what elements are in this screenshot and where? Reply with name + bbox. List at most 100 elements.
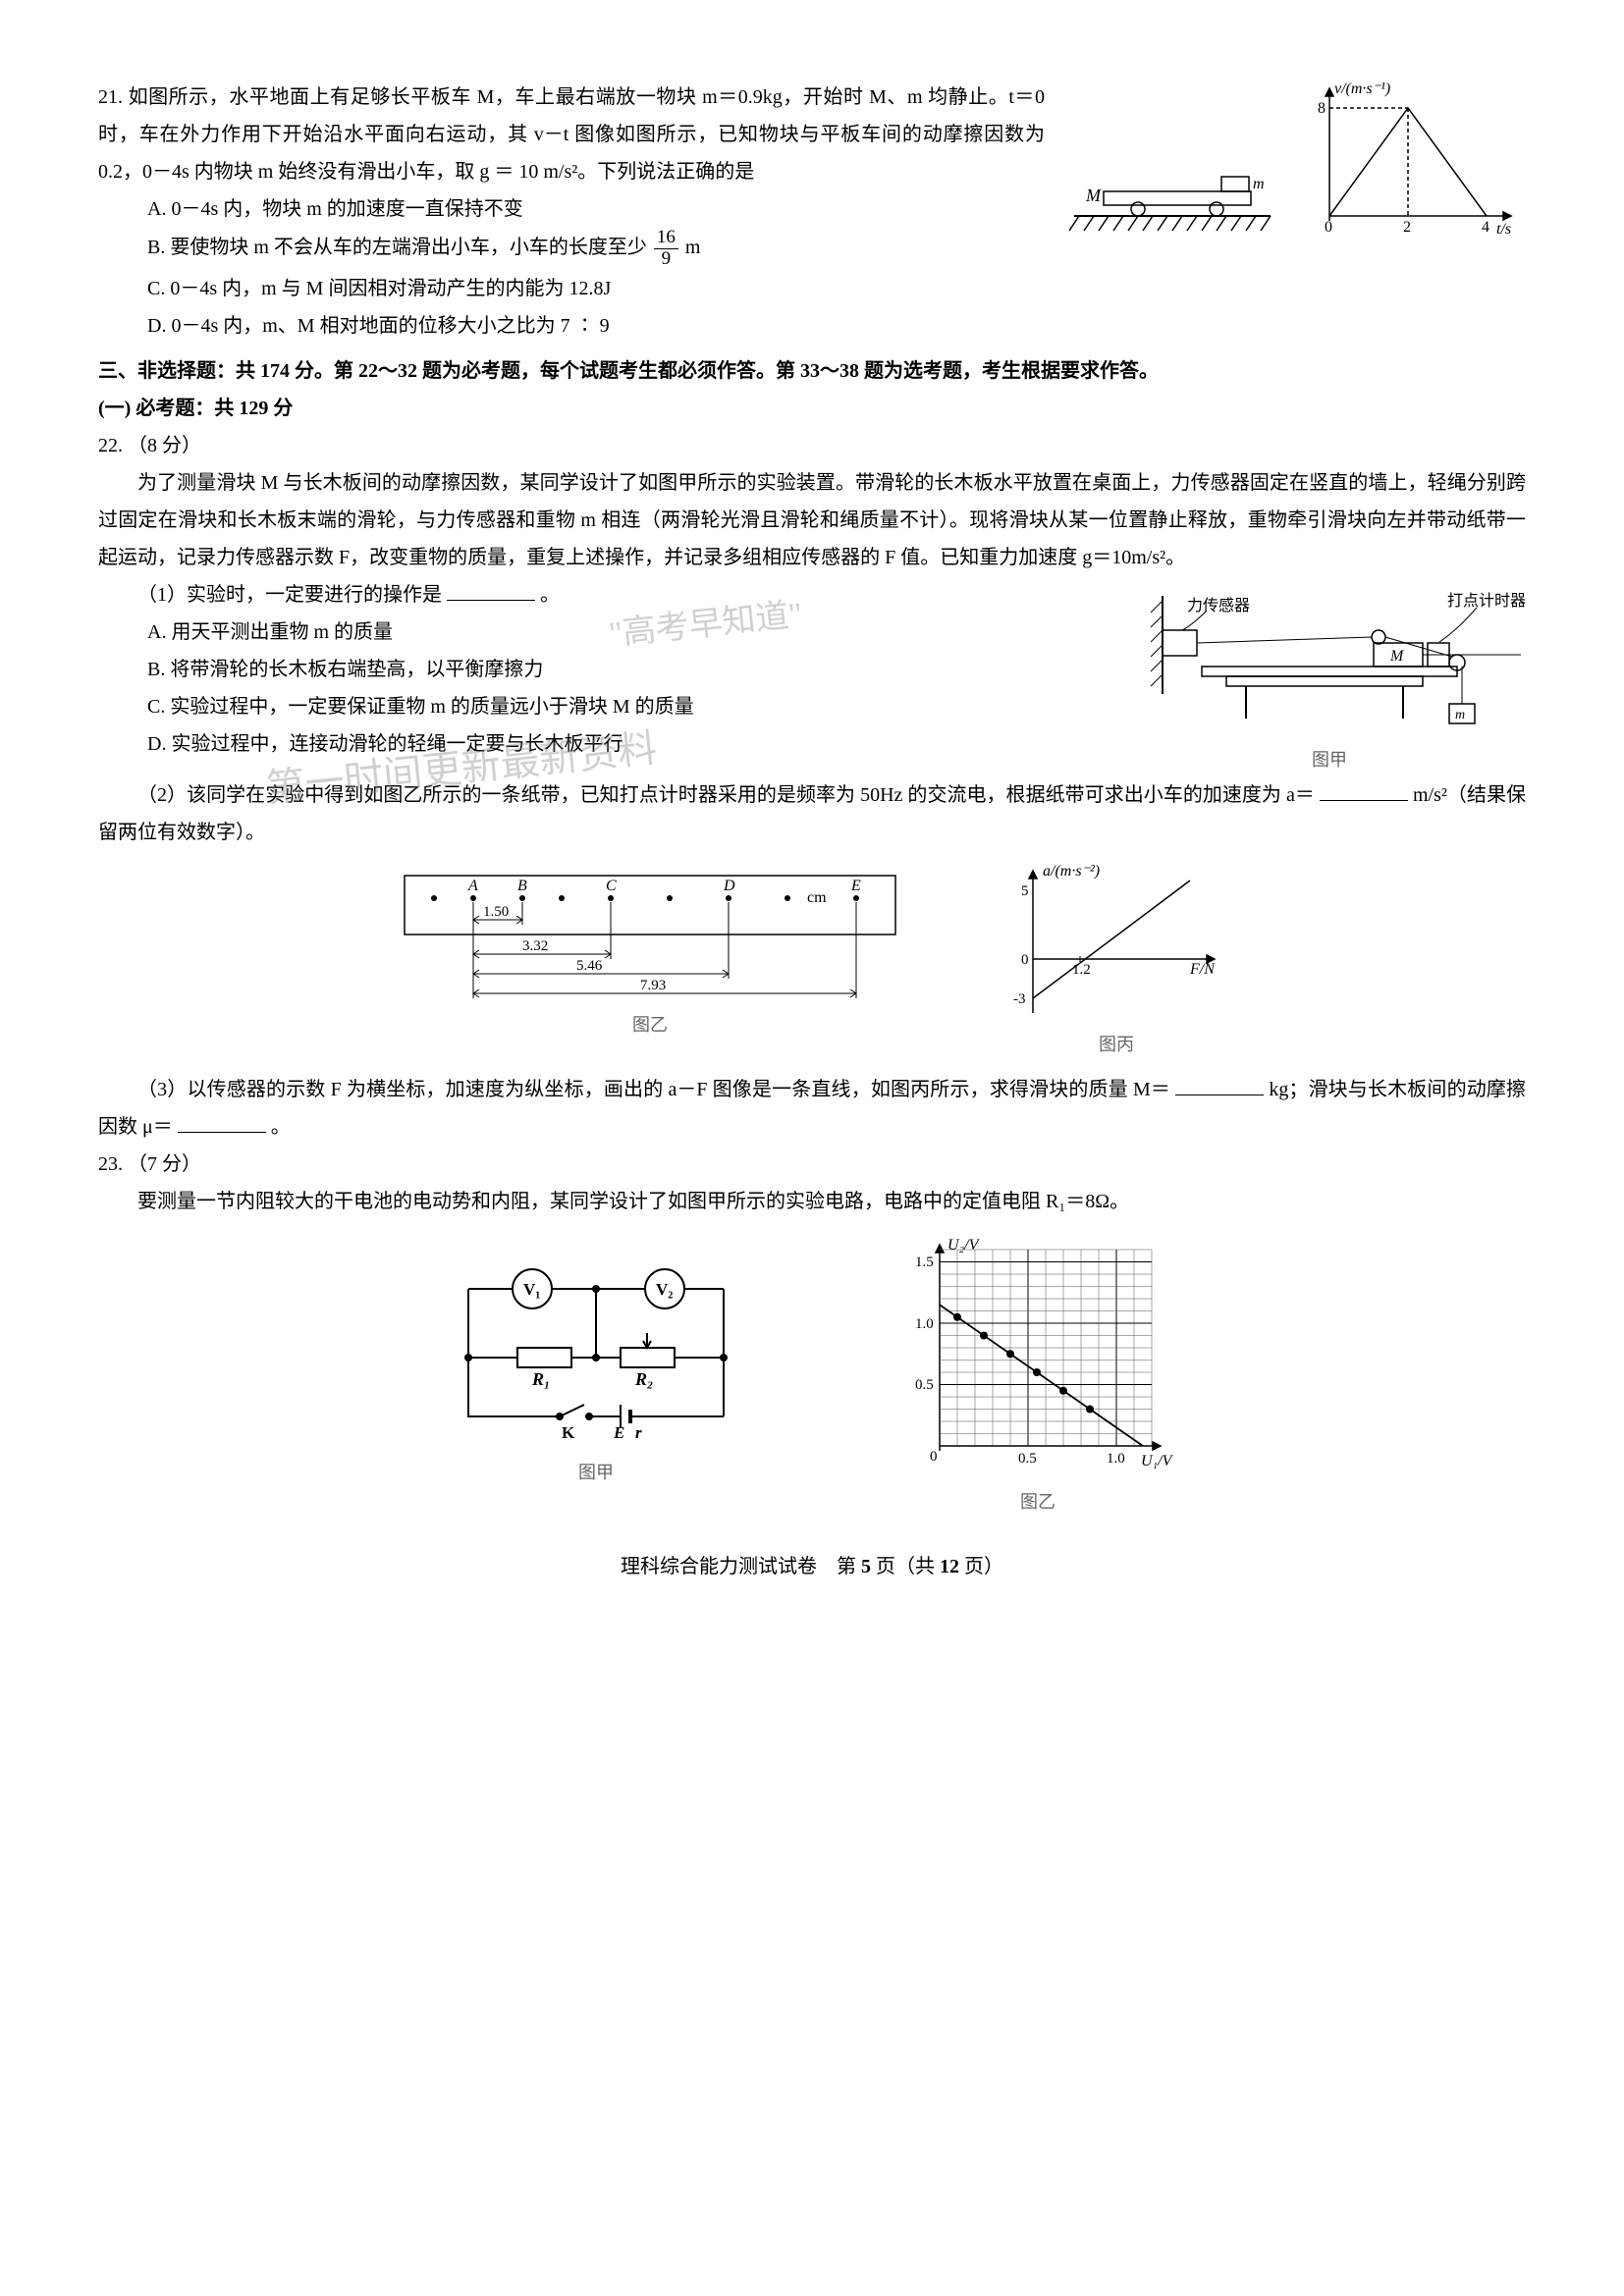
svg-text:1.0: 1.0 (915, 1316, 934, 1332)
svg-text:C: C (606, 878, 617, 894)
svg-text:K: K (562, 1423, 575, 1442)
q22-s1-label: （1）实验时，一定要进行的操作是 (137, 584, 442, 606)
svg-text:8: 8 (1318, 100, 1326, 117)
label-M: M (1085, 186, 1102, 205)
blank-3 (1175, 1075, 1264, 1095)
svg-text:0: 0 (1021, 952, 1029, 968)
q21: 21. 如图所示，水平地面上有足够长平板车 M，车上最右端放一物块 m＝0.9k… (98, 79, 1526, 345)
svg-text:E: E (613, 1423, 624, 1442)
fraction-16-9: 16 9 (654, 228, 678, 270)
blank-2 (1320, 780, 1408, 801)
tape-caption: 图乙 (395, 1008, 905, 1041)
svg-text:M: M (1389, 648, 1405, 665)
svg-text:F/N: F/N (1189, 961, 1216, 978)
svg-text:7.93: 7.93 (640, 978, 666, 993)
q23-points: （7 分） (128, 1153, 201, 1175)
blank-1 (447, 580, 535, 601)
svg-text:0.5: 0.5 (915, 1377, 934, 1393)
q22-number: 22. (98, 435, 123, 456)
q23-header: 23. （7 分） (98, 1146, 1526, 1183)
cart-diagram: M m (1064, 147, 1280, 245)
page-footer: 理科综合能力测试试卷 第 5 页（共 12 页） (98, 1548, 1526, 1585)
svg-text:t/s: t/s (1496, 221, 1511, 238)
q22-apparatus: 力传感器 M m (1133, 576, 1526, 776)
u-caption: 图乙 (891, 1485, 1185, 1519)
aF-chart: 0 -3 1.2 F/N a/(m·s⁻²) 5 图丙 (1003, 861, 1229, 1061)
q21-opt-a: A. 0－4s 内，物块 m 的加速度一直保持不变 (147, 190, 1045, 228)
svg-text:1.0: 1.0 (1107, 1451, 1125, 1467)
svg-text:0: 0 (930, 1449, 938, 1465)
svg-text:D: D (723, 878, 735, 894)
q22-s3-a: （3）以传感器的示数 F 为横坐标，加速度为纵坐标，画出的 a－F 图像是一条直… (137, 1079, 1170, 1100)
svg-text:R₁: R₁ (531, 1369, 550, 1389)
q23: 23. （7 分） 要测量一节内阻较大的干电池的电动势和内阻，某同学设计了如图甲… (98, 1146, 1526, 1519)
svg-text:5: 5 (1021, 883, 1029, 899)
q22-opt-b: B. 将带滑轮的长木板右端垫高，以平衡摩擦力 (147, 651, 1113, 688)
svg-text:打点计时器: 打点计时器 (1447, 592, 1526, 610)
q21-opt-c: C. 0－4s 内，m 与 M 间因相对滑动产生的内能为 12.8J (147, 270, 1045, 307)
svg-text:1.5: 1.5 (915, 1255, 934, 1270)
svg-text:A: A (467, 878, 478, 894)
circuit-caption: 图甲 (439, 1456, 753, 1489)
svg-text:E: E (850, 878, 861, 894)
q22-s2: （2）该同学在实验中得到如图乙所示的一条纸带，已知打点计时器采用的是频率为 50… (98, 776, 1526, 851)
q21-opt-d: D. 0－4s 内，m、M 相对地面的位移大小之比为 7 ∶ 9 (147, 307, 1045, 345)
svg-text:R₂: R₂ (634, 1369, 653, 1389)
q21-opt-b-tail: m (685, 237, 701, 258)
u-graph: 0 0.5 1.0 0.5 1.0 1.5 U₁/V U₂/V 图乙 (891, 1230, 1185, 1519)
q22-opt-d: D. 实验过程中，连接动滑轮的轻绳一定要与长木板平行 (147, 725, 1113, 763)
q22-p1: 为了测量滑块 M 与长木板间的动摩擦因数，某同学设计了如图甲所示的实验装置。带滑… (98, 464, 1526, 576)
q21-opt-b-pre: B. 要使物块 m 不会从车的左端滑出小车，小车的长度至少 (147, 237, 647, 258)
q21-number: 21. (98, 86, 123, 108)
q21-opt-b: B. 要使物块 m 不会从车的左端滑出小车，小车的长度至少 16 9 m (147, 228, 1045, 270)
svg-text:V₁: V₁ (523, 1280, 540, 1299)
svg-text:0.5: 0.5 (1018, 1451, 1037, 1467)
grid (940, 1250, 1152, 1446)
label-m: m (1253, 176, 1265, 192)
svg-text:V₂: V₂ (656, 1280, 673, 1299)
aF-caption: 图丙 (1003, 1028, 1229, 1061)
circuit-figure: V₁ V₂ R₁ R₂ K E r 图甲 (439, 1230, 753, 1489)
footer-total: 12 (940, 1556, 959, 1577)
q22-s2-text: （2）该同学在实验中得到如图乙所示的一条纸带，已知打点计时器采用的是频率为 50… (137, 784, 1315, 806)
svg-text:0: 0 (1325, 219, 1332, 236)
svg-text:cm: cm (807, 889, 827, 906)
q22-s1: （1）实验时，一定要进行的操作是 。 (98, 576, 1113, 614)
blank-4 (178, 1112, 266, 1133)
q23-number: 23. (98, 1153, 123, 1175)
svg-text:B: B (517, 878, 527, 894)
q22-s1-tail: 。 (540, 584, 560, 606)
section3-title: 三、非选择题：共 174 分。第 22～32 题为必考题，每个试题考生都必须作答… (98, 352, 1526, 390)
footer-b: 页（共 (871, 1556, 940, 1577)
q22-s3: （3）以传感器的示数 F 为横坐标，加速度为纵坐标，画出的 a－F 图像是一条直… (98, 1071, 1526, 1146)
q22-points: （8 分） (128, 435, 201, 456)
svg-text:U₂/V: U₂/V (947, 1237, 981, 1254)
svg-text:3.32: 3.32 (522, 938, 548, 954)
footer-c: 页） (959, 1556, 1003, 1577)
footer-a: 理科综合能力测试试卷 第 (621, 1556, 861, 1577)
frac-den: 9 (654, 249, 678, 270)
svg-text:1.50: 1.50 (483, 904, 509, 920)
svg-text:4: 4 (1482, 219, 1489, 236)
q21-figures: M m 8 0 2 4 t/s v/(m·s⁻¹) (1064, 79, 1526, 245)
section3-sub: (一) 必考题：共 129 分 (98, 390, 1526, 427)
q21-stem: 21. 如图所示，水平地面上有足够长平板车 M，车上最右端放一物块 m＝0.9k… (98, 79, 1045, 190)
svg-text:U₁/V: U₁/V (1141, 1453, 1174, 1469)
footer-page: 5 (861, 1556, 871, 1577)
apparatus-caption: 图甲 (1133, 743, 1526, 776)
q22-s3-c: 。 (271, 1116, 291, 1138)
tape-figure: A B C D cm E (395, 861, 905, 1041)
svg-text:-3: -3 (1013, 991, 1026, 1007)
svg-text:v/(m·s⁻¹): v/(m·s⁻¹) (1334, 80, 1390, 97)
q22-opt-c: C. 实验过程中，一定要保证重物 m 的质量远小于滑块 M 的质量 (147, 688, 1113, 725)
svg-text:a/(m·s⁻²): a/(m·s⁻²) (1043, 863, 1100, 880)
frac-num: 16 (654, 228, 678, 249)
q23-p1: 要测量一节内阻较大的干电池的电动势和内阻，某同学设计了如图甲所示的实验电路，电路… (98, 1183, 1526, 1220)
svg-text:力传感器: 力传感器 (1187, 597, 1250, 614)
q21-stem-text: 如图所示，水平地面上有足够长平板车 M，车上最右端放一物块 m＝0.9kg，开始… (98, 86, 1045, 183)
svg-text:r: r (635, 1423, 642, 1442)
q22-opt-a: A. 用天平测出重物 m 的质量 (147, 614, 1113, 651)
svg-text:2: 2 (1403, 219, 1411, 236)
svg-text:5.46: 5.46 (576, 958, 603, 974)
vt-chart: 8 0 2 4 t/s v/(m·s⁻¹) (1300, 79, 1526, 245)
